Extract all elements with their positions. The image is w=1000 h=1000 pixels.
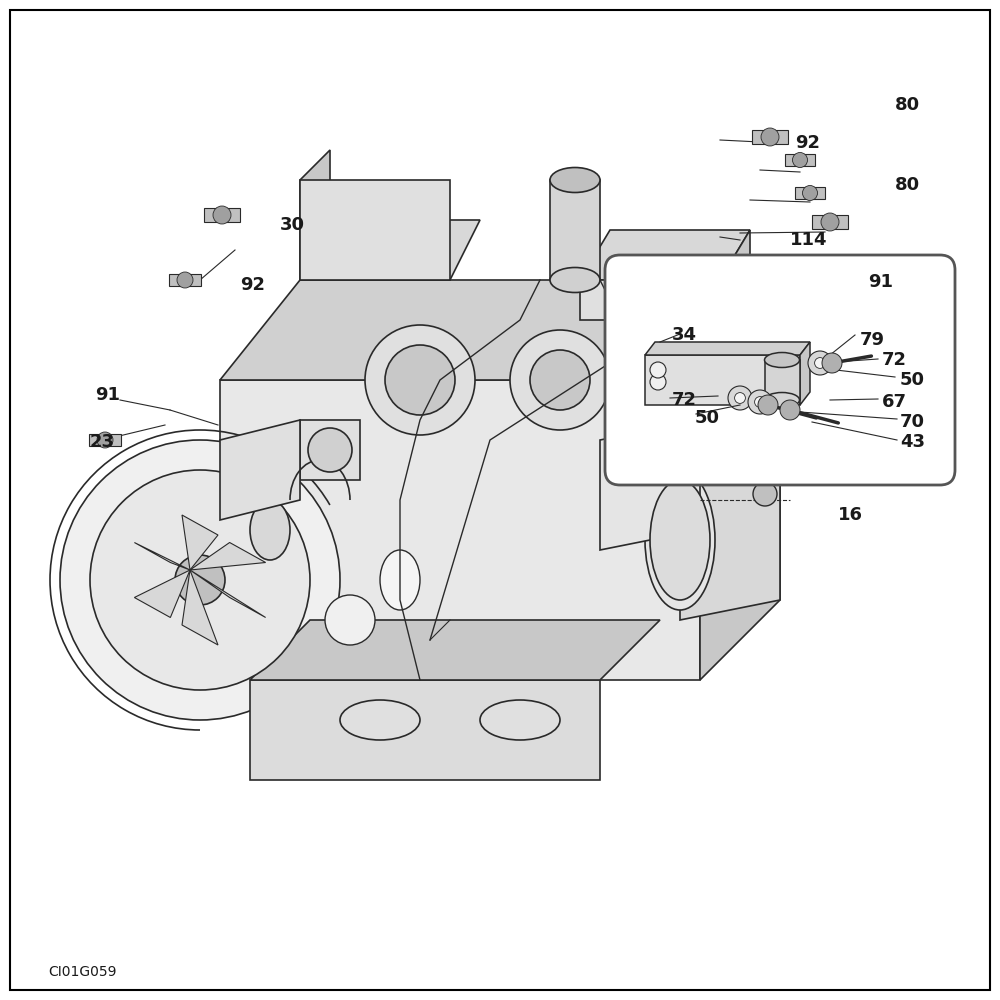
Polygon shape [600, 420, 700, 550]
Polygon shape [169, 274, 201, 286]
Polygon shape [580, 280, 720, 320]
FancyBboxPatch shape [10, 10, 990, 990]
Polygon shape [300, 150, 330, 280]
Text: 114: 114 [790, 231, 828, 249]
Circle shape [325, 595, 375, 645]
Text: 92: 92 [795, 134, 820, 152]
Circle shape [761, 128, 779, 146]
Polygon shape [785, 154, 815, 166]
Ellipse shape [550, 167, 600, 192]
Polygon shape [680, 440, 780, 620]
Polygon shape [795, 187, 825, 199]
Polygon shape [204, 208, 240, 222]
Circle shape [780, 400, 800, 420]
Polygon shape [645, 355, 800, 405]
Text: 43: 43 [900, 433, 925, 451]
Text: 72: 72 [672, 391, 697, 409]
Circle shape [822, 353, 842, 373]
Text: CI01G059: CI01G059 [48, 965, 116, 979]
Text: 92: 92 [240, 276, 265, 294]
Text: 23: 23 [90, 433, 115, 451]
Text: 67: 67 [882, 393, 907, 411]
Ellipse shape [645, 470, 715, 610]
Text: 16: 16 [838, 506, 863, 524]
Text: 70: 70 [900, 413, 925, 431]
Text: 34: 34 [672, 326, 697, 344]
Polygon shape [700, 280, 780, 680]
Polygon shape [580, 230, 750, 280]
Circle shape [510, 330, 610, 430]
Circle shape [90, 470, 310, 690]
Circle shape [385, 345, 455, 415]
Circle shape [177, 272, 193, 288]
Circle shape [755, 397, 765, 407]
Polygon shape [300, 180, 450, 280]
Circle shape [748, 390, 772, 414]
Ellipse shape [765, 392, 800, 408]
Circle shape [650, 374, 666, 390]
Polygon shape [300, 420, 360, 480]
Circle shape [728, 386, 752, 410]
Circle shape [365, 325, 475, 435]
Text: 80: 80 [895, 176, 920, 194]
Polygon shape [752, 130, 788, 144]
Circle shape [60, 440, 340, 720]
Polygon shape [134, 570, 190, 618]
Polygon shape [220, 380, 700, 680]
Ellipse shape [380, 550, 420, 610]
Text: 50: 50 [900, 371, 925, 389]
Text: 91: 91 [868, 273, 893, 291]
Circle shape [175, 555, 225, 605]
Polygon shape [800, 342, 810, 405]
Circle shape [530, 350, 590, 410]
Circle shape [792, 152, 808, 167]
Polygon shape [134, 542, 190, 570]
Circle shape [802, 186, 818, 200]
Circle shape [97, 432, 113, 448]
Circle shape [308, 428, 352, 472]
Polygon shape [250, 680, 600, 780]
Ellipse shape [550, 267, 600, 292]
Circle shape [753, 482, 777, 506]
Circle shape [815, 358, 825, 368]
Text: 91: 91 [95, 386, 120, 404]
Text: 80: 80 [895, 96, 920, 114]
Polygon shape [190, 570, 266, 618]
Circle shape [821, 213, 839, 231]
Polygon shape [812, 215, 848, 229]
Polygon shape [250, 620, 660, 680]
Text: 30: 30 [280, 216, 305, 234]
FancyBboxPatch shape [605, 255, 955, 485]
Polygon shape [550, 180, 600, 280]
Circle shape [650, 362, 666, 378]
Circle shape [782, 374, 798, 390]
Polygon shape [220, 420, 300, 520]
Polygon shape [220, 280, 780, 380]
Circle shape [735, 393, 745, 403]
Ellipse shape [765, 353, 800, 367]
Polygon shape [645, 342, 810, 355]
Text: 72: 72 [882, 351, 907, 369]
Polygon shape [765, 360, 800, 400]
Text: 50: 50 [695, 409, 720, 427]
Circle shape [213, 206, 231, 224]
Polygon shape [720, 230, 750, 320]
Ellipse shape [250, 500, 290, 560]
Polygon shape [300, 220, 480, 280]
Ellipse shape [340, 700, 420, 740]
Polygon shape [182, 515, 218, 570]
Polygon shape [182, 570, 218, 645]
Text: 79: 79 [860, 331, 885, 349]
Circle shape [808, 351, 832, 375]
Polygon shape [89, 434, 121, 446]
Ellipse shape [650, 480, 710, 600]
Ellipse shape [480, 700, 560, 740]
Circle shape [758, 395, 778, 415]
Polygon shape [190, 542, 266, 570]
